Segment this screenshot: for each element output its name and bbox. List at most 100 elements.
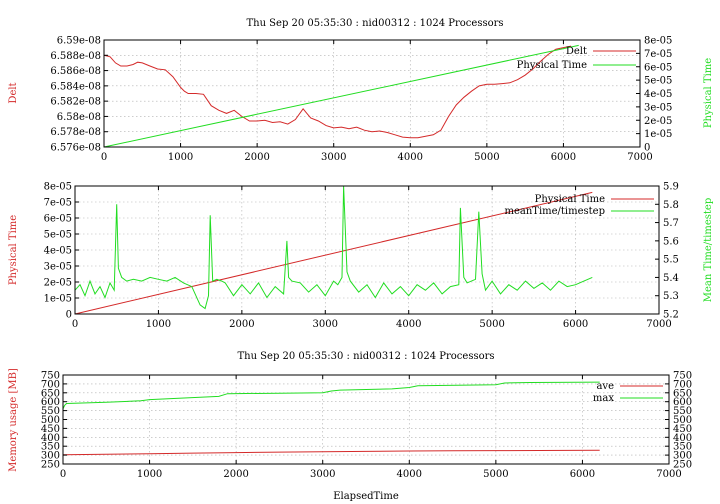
- x-tick-label: 3000: [321, 152, 346, 163]
- panel-1-ylabel-right: Physical Time: [703, 58, 714, 128]
- y-tick-label-right: 7e-05: [644, 49, 672, 60]
- legend-label: ave: [596, 381, 614, 392]
- y-tick-label-left: 0: [66, 310, 72, 321]
- y-tick-label-right: 1e-05: [644, 129, 672, 140]
- y-tick-label-right: 6e-05: [644, 62, 672, 73]
- x-tick-label: 5000: [483, 469, 508, 480]
- x-tick-label: 2000: [229, 319, 254, 330]
- y-tick-label-left: 6.578e-08: [50, 127, 101, 138]
- y-tick-label-left: 6.582e-08: [50, 97, 101, 108]
- panel-3-title: Thu Sep 20 05:35:30 : nid00312 : 1024 Pr…: [237, 351, 494, 362]
- y-tick-label-left: 400: [41, 433, 60, 444]
- x-tick-label: 7000: [656, 469, 681, 480]
- legend-label: meanTime/timestep: [504, 206, 605, 217]
- y-tick-label-right: 5.3: [663, 291, 679, 302]
- y-tick-label-right: 700: [673, 379, 692, 390]
- x-tick-label: 0: [101, 152, 107, 163]
- x-tick-label: 4000: [397, 469, 422, 480]
- y-tick-label-left: 4e-05: [44, 246, 72, 257]
- y-tick-label-left: 7e-05: [44, 198, 72, 209]
- x-tick-label: 4000: [396, 319, 421, 330]
- y-tick-label-right: 450: [673, 424, 692, 435]
- y-tick-label-right: 5.8: [663, 200, 679, 211]
- y-tick-label-left: 250: [41, 460, 60, 471]
- panel-1-frame: [103, 39, 641, 148]
- panel-2: 0 1000 2000 3000 4000 5000 6000 7000 0 1e-05 2e-05…: [8, 182, 714, 331]
- y-tick-label-left: 2e-05: [44, 278, 72, 289]
- x-tick-label: 0: [72, 319, 78, 330]
- series-line-ave: [62, 449, 600, 456]
- x-tick-label: 2000: [244, 152, 269, 163]
- y-tick-label-right: 350: [673, 442, 692, 453]
- y-tick-label-right: 5.5: [663, 255, 679, 266]
- panel-1: Thu Sep 20 05:35:30 : nid00312 : 1024 Pr…: [8, 18, 714, 163]
- y-tick-label-left: 750: [41, 371, 60, 382]
- y-tick-label-left: 350: [41, 442, 60, 453]
- y-tick-label-left: 6.584e-08: [50, 81, 101, 92]
- y-tick-label-right: 250: [673, 460, 692, 471]
- panel-3-ylabel-left: Memory usage [MB]: [8, 368, 19, 472]
- y-tick-label-left: 6e-05: [44, 214, 72, 225]
- panel-2-ylabel-left: Physical Time: [8, 215, 19, 285]
- y-tick-label-right: 8e-05: [644, 36, 672, 47]
- legend-label: max: [593, 393, 614, 404]
- panel-3-xlabel: ElapsedTime: [333, 491, 399, 502]
- x-tick-label: 0: [60, 469, 66, 480]
- y-tick-label-right: 5e-05: [644, 76, 672, 87]
- series-line-physical-time: [74, 191, 593, 315]
- y-tick-label-right: 500: [673, 415, 692, 426]
- x-tick-label: 6000: [563, 319, 588, 330]
- series-line-meantime-timestep: [74, 185, 593, 310]
- series-line-physical-time: [103, 44, 579, 148]
- y-tick-label-right: 400: [673, 433, 692, 444]
- x-tick-label: 5000: [479, 319, 504, 330]
- panel-1-legend: Delt Physical Time: [517, 46, 636, 71]
- y-tick-label-left: 3e-05: [44, 262, 72, 273]
- legend-label: Physical Time: [517, 60, 587, 71]
- panel-2-legend: Physical Time meanTime/timestep: [504, 194, 654, 217]
- x-tick-label: 5000: [474, 152, 499, 163]
- x-tick-label: 4000: [398, 152, 423, 163]
- y-tick-label-left: 6.576e-08: [50, 143, 101, 154]
- series-line-max: [62, 381, 600, 410]
- y-tick-label-left: 600: [41, 397, 60, 408]
- x-tick-label: 3000: [313, 319, 338, 330]
- y-tick-label-right: 0: [644, 143, 650, 154]
- x-tick-label: 6000: [551, 152, 576, 163]
- legend-label: Physical Time: [535, 194, 605, 205]
- panel-3: Thu Sep 20 05:35:30 : nid00312 : 1024 Pr…: [8, 351, 692, 502]
- panel-1-ylabel-left: Delt: [8, 82, 19, 103]
- legend-label: Delt: [566, 46, 587, 57]
- x-tick-label: 1000: [168, 152, 193, 163]
- y-tick-label-right: 5.7: [663, 218, 679, 229]
- x-tick-label: 6000: [570, 469, 595, 480]
- y-tick-label-right: 2e-05: [644, 116, 672, 127]
- panel-1-title: Thu Sep 20 05:35:30 : nid00312 : 1024 Pr…: [246, 18, 503, 29]
- x-tick-label: 7000: [646, 319, 671, 330]
- y-tick-label-left: 6.586e-08: [50, 66, 101, 77]
- y-tick-label-left: 6.58e-08: [57, 112, 101, 123]
- y-tick-label-left: 500: [41, 415, 60, 426]
- y-tick-label-left: 550: [41, 406, 60, 417]
- x-tick-label: 7000: [627, 152, 652, 163]
- y-tick-label-left: 1e-05: [44, 294, 72, 305]
- y-tick-label-right: 5.6: [663, 236, 679, 247]
- y-tick-label-left: 8e-05: [44, 182, 72, 193]
- series-line-delt: [103, 45, 572, 139]
- y-tick-label-right: 300: [673, 451, 692, 462]
- y-tick-label-right: 5.4: [663, 273, 679, 284]
- y-tick-label-left: 5e-05: [44, 230, 72, 241]
- x-tick-label: 1000: [146, 319, 171, 330]
- y-tick-label-left: 6.588e-08: [50, 51, 101, 62]
- panel-2-ylabel-right: Mean Time/timestep: [703, 198, 714, 302]
- y-tick-label-left: 450: [41, 424, 60, 435]
- y-tick-label-right: 750: [673, 371, 692, 382]
- y-tick-label-right: 5.9: [663, 182, 679, 193]
- panel-3-legend: ave max: [593, 381, 663, 404]
- y-tick-label-left: 300: [41, 451, 60, 462]
- y-tick-label-right: 4e-05: [644, 89, 672, 100]
- y-tick-label-right: 650: [673, 388, 692, 399]
- y-tick-label-right: 550: [673, 406, 692, 417]
- y-tick-label-left: 650: [41, 388, 60, 399]
- y-tick-label-right: 600: [673, 397, 692, 408]
